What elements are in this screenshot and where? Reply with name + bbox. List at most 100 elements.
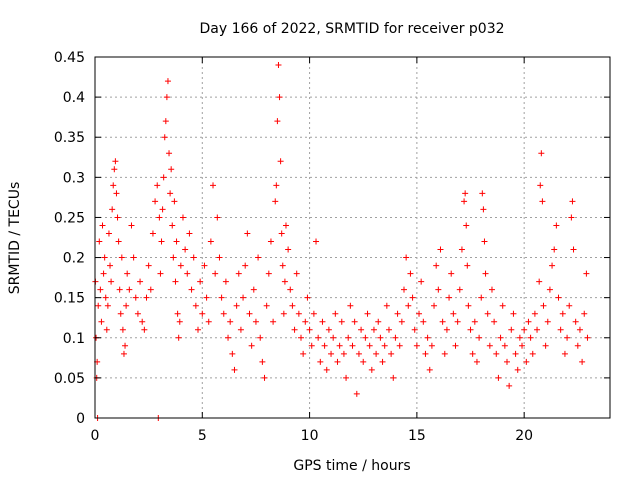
data-point xyxy=(403,254,410,261)
data-point xyxy=(313,238,320,245)
data-point xyxy=(244,230,251,237)
data-point xyxy=(407,270,414,277)
data-point xyxy=(452,342,459,349)
data-point xyxy=(231,366,238,373)
data-point xyxy=(379,358,386,365)
data-point xyxy=(110,182,117,189)
data-point xyxy=(325,326,332,333)
data-point xyxy=(583,270,590,277)
data-point xyxy=(488,286,495,293)
data-point xyxy=(246,310,253,317)
data-point xyxy=(564,334,571,341)
data-point xyxy=(574,342,581,349)
data-point xyxy=(132,294,139,301)
data-point xyxy=(141,326,148,333)
chart-title: Day 166 of 2022, SRMTID for receiver p03… xyxy=(199,21,504,37)
data-point xyxy=(446,294,453,301)
data-point xyxy=(499,302,506,309)
data-point xyxy=(396,342,403,349)
data-point xyxy=(278,230,285,237)
data-point xyxy=(358,326,365,333)
data-point xyxy=(481,238,488,245)
data-point xyxy=(514,366,521,373)
data-point xyxy=(277,158,284,165)
data-point xyxy=(315,334,322,341)
data-point xyxy=(527,334,534,341)
data-point xyxy=(162,118,169,125)
data-point xyxy=(383,302,390,309)
data-point xyxy=(355,350,362,357)
data-point xyxy=(385,326,392,333)
data-point xyxy=(174,310,181,317)
data-point xyxy=(261,374,268,381)
data-point xyxy=(248,342,255,349)
data-point xyxy=(116,286,123,293)
data-point xyxy=(375,318,382,325)
data-point xyxy=(201,262,208,269)
data-point xyxy=(336,342,343,349)
data-point xyxy=(130,254,137,261)
data-point xyxy=(182,246,189,253)
x-tick-label: 5 xyxy=(198,428,207,444)
data-point xyxy=(534,326,541,333)
data-point xyxy=(220,310,227,317)
data-point xyxy=(128,222,135,229)
data-point xyxy=(405,302,412,309)
data-point xyxy=(96,238,103,245)
data-point xyxy=(273,182,280,189)
data-point xyxy=(195,326,201,333)
y-tick-label: 0.25 xyxy=(54,210,85,226)
data-point xyxy=(304,294,311,301)
data-point xyxy=(109,206,116,213)
data-point xyxy=(293,270,300,277)
data-point xyxy=(122,342,129,349)
data-point xyxy=(531,310,538,317)
data-point xyxy=(207,238,214,245)
data-point xyxy=(370,326,377,333)
data-point xyxy=(549,262,556,269)
data-point xyxy=(345,334,352,341)
data-point xyxy=(437,246,444,253)
data-point xyxy=(99,222,106,229)
data-point xyxy=(210,182,217,189)
data-point xyxy=(190,254,197,261)
data-point xyxy=(117,310,124,317)
data-point xyxy=(274,118,281,125)
data-point xyxy=(553,222,560,229)
data-point xyxy=(572,318,579,325)
data-point xyxy=(186,230,193,237)
data-point xyxy=(443,326,450,333)
data-point xyxy=(420,318,427,325)
data-point xyxy=(463,222,470,229)
data-point xyxy=(161,134,168,141)
x-tick-label: 10 xyxy=(301,428,319,444)
data-point xyxy=(576,326,583,333)
data-point xyxy=(519,342,526,349)
data-point xyxy=(157,270,164,277)
data-point xyxy=(272,198,279,205)
data-point xyxy=(255,254,262,261)
data-point xyxy=(118,254,125,261)
y-tick-label: 0.45 xyxy=(54,50,85,66)
data-point xyxy=(568,214,575,221)
data-point xyxy=(338,318,345,325)
data-point xyxy=(340,350,347,357)
data-point xyxy=(235,270,242,277)
data-point xyxy=(368,366,375,373)
data-point xyxy=(456,286,463,293)
data-point xyxy=(523,358,530,365)
data-point xyxy=(270,318,277,325)
data-point xyxy=(306,326,313,333)
data-point xyxy=(478,294,485,301)
data-point xyxy=(147,286,154,293)
data-point xyxy=(102,294,109,301)
data-point xyxy=(205,318,212,325)
data-point xyxy=(263,302,270,309)
data-point xyxy=(279,262,286,269)
data-point xyxy=(454,318,461,325)
data-point xyxy=(521,326,528,333)
data-point xyxy=(491,318,498,325)
data-point xyxy=(424,334,431,341)
data-point xyxy=(242,262,249,269)
data-point xyxy=(112,158,119,165)
